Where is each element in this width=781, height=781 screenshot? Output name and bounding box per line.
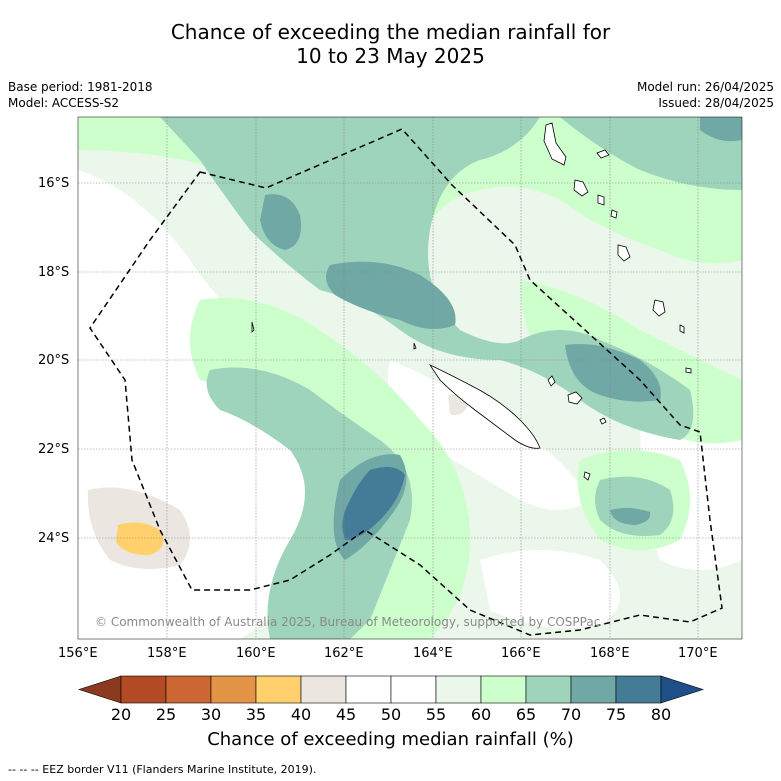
colorbar-segment [345, 675, 392, 704]
colorbar-tick-label: 30 [201, 705, 221, 724]
colorbar-tick-label: 75 [606, 705, 626, 724]
colorbar-segment [210, 675, 257, 704]
colorbar: 20 25 30 35 40 45 50 55 60 65 70 75 80 [78, 675, 704, 724]
map-frame [77, 116, 743, 640]
map-title-line2: 10 to 23 May 2025 [296, 44, 485, 68]
lat-label: 20°S [38, 353, 70, 368]
contour-white-south [480, 550, 620, 628]
map-plot-area [78, 117, 742, 639]
contour-75-80-patch2 [326, 261, 456, 329]
colorbar-segment [390, 675, 437, 704]
lat-label: 18°S [38, 265, 70, 280]
contour-35-40-patch [116, 522, 164, 556]
colorbar-tick-label: 70 [561, 705, 581, 724]
lon-label: 166°E [501, 646, 541, 661]
contour-70-75-band [160, 117, 694, 440]
new-caledonia-landmass [428, 364, 541, 449]
colorbar-tick-label: 55 [426, 705, 446, 724]
base-period-label: Base period: 1981-2018 [8, 80, 153, 94]
colorbar-tick-label: 65 [516, 705, 536, 724]
contour-above-80 [342, 466, 405, 540]
model-run-label: Model run: 26/04/2025 [636, 80, 774, 94]
lon-label: 168°E [590, 646, 630, 661]
colorbar-segment [120, 675, 167, 704]
contour-75-80-patch6 [700, 117, 742, 142]
colorbar-extend-high [660, 675, 704, 704]
colorbar-tick-label: 50 [381, 705, 401, 724]
contour-75-80-patch3 [565, 344, 661, 402]
contour-75-80-patch1 [260, 194, 301, 250]
lon-label: 170°E [678, 646, 718, 661]
colorbar-segment [525, 675, 572, 704]
lon-label: 158°E [147, 646, 187, 661]
contour-white-central [388, 360, 590, 510]
colorbar-segment [615, 675, 662, 704]
colorbar-segment [480, 675, 527, 704]
copyright-notice: © Commonwealth of Australia 2025, Bureau… [95, 615, 601, 629]
colorbar-segment [255, 675, 302, 704]
eez-border [89, 128, 723, 636]
contour-70-75-se [595, 476, 674, 536]
colorbar-tick-label: 60 [471, 705, 491, 724]
contour-75-80-patch5 [610, 507, 651, 525]
vanuatu-north-islands [543, 122, 610, 197]
colorbar-extend-low [78, 675, 122, 704]
map-title-line1: Chance of exceeding the median rainfall … [170, 20, 611, 44]
lon-label: 162°E [324, 646, 364, 661]
vanuatu-central-islands [597, 194, 631, 262]
lat-label: 24°S [38, 531, 70, 546]
contour-70-75-south [206, 367, 412, 639]
lon-label: 156°E [58, 646, 98, 661]
lat-label: 16°S [38, 176, 70, 191]
loyalty-islands [547, 375, 607, 425]
colorbar-segment [300, 675, 347, 704]
lat-label: 22°S [38, 442, 70, 457]
eez-footnote: -- -- -- EEZ border V11 (Flanders Marine… [8, 763, 317, 776]
colorbar-segment [165, 675, 212, 704]
model-label: Model: ACCESS-S2 [8, 96, 120, 110]
colorbar-segment [570, 675, 617, 704]
issued-label: Issued: 28/04/2025 [658, 96, 774, 110]
colorbar-title: Chance of exceeding median rainfall (%) [207, 729, 574, 750]
colorbar-tick-label: 80 [651, 705, 671, 724]
colorbar-tick-label: 25 [156, 705, 176, 724]
colorbar-tick-label: 35 [246, 705, 266, 724]
colorbar-tick-label: 20 [111, 705, 131, 724]
small-islets [251, 321, 591, 481]
graticule [78, 117, 742, 639]
colorbar-segment [435, 675, 482, 704]
lon-label: 164°E [413, 646, 453, 661]
colorbar-tick-label: 45 [336, 705, 356, 724]
vanuatu-south-islands [652, 299, 692, 374]
lon-label: 160°E [236, 646, 276, 661]
contour-70-75-north [78, 117, 742, 190]
landmasses [251, 122, 692, 481]
colorbar-tick-label: 40 [291, 705, 311, 724]
